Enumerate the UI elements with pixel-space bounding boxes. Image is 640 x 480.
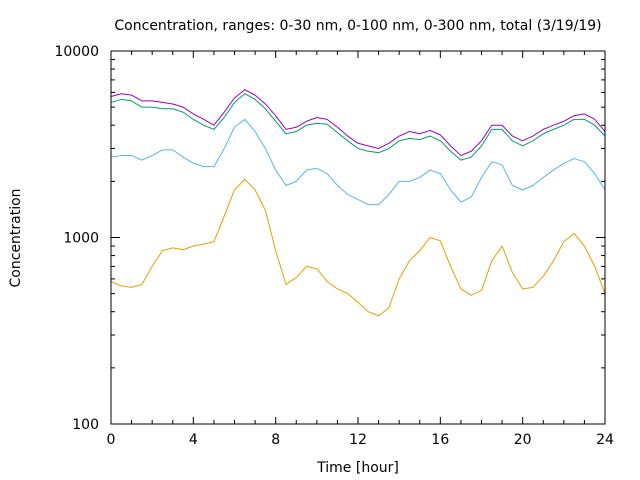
x-tick-label: 4 xyxy=(189,432,198,448)
plot-area xyxy=(110,89,606,317)
y-tick-label: 1000 xyxy=(63,231,99,247)
x-tick-label: 8 xyxy=(271,432,280,448)
axis-ticks: 0 4 8 12 16 20 24 100 1000 10000 xyxy=(54,44,614,448)
x-axis-label: Time [hour] xyxy=(316,460,399,476)
x-tick-label: 0 xyxy=(107,432,116,448)
x-tick-label: 12 xyxy=(349,432,367,448)
x-tick-label: 24 xyxy=(596,432,614,448)
y-tick-label: 10000 xyxy=(54,44,99,60)
series-line-1 xyxy=(110,178,606,317)
series-line-4 xyxy=(110,89,606,157)
series-line-3 xyxy=(110,93,606,161)
series-line-2 xyxy=(110,118,606,206)
x-tick-label: 16 xyxy=(431,432,449,448)
y-tick-label: 100 xyxy=(72,417,99,433)
y-axis-label: Concentration xyxy=(8,188,24,287)
plot-frame xyxy=(110,50,606,425)
x-tick-label: 20 xyxy=(514,432,532,448)
chart-title: Concentration, ranges: 0-30 nm, 0-100 nm… xyxy=(114,18,601,34)
